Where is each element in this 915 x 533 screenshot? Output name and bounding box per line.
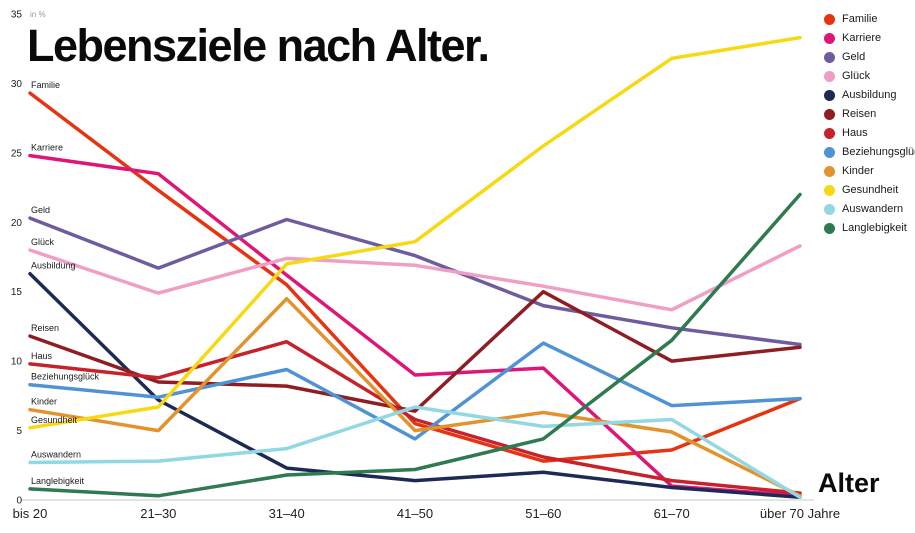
y-tick-label: 20 — [11, 218, 23, 229]
series-line-beziehungsglück — [28, 341, 802, 441]
series-start-label-geld: Geld — [31, 205, 50, 215]
legend-swatch-icon — [824, 128, 835, 139]
legend-swatch-icon — [824, 204, 835, 215]
legend-label: Kinder — [842, 165, 874, 177]
legend-label: Gesundheit — [842, 184, 899, 196]
series-line-glück — [28, 244, 802, 312]
legend-item-reisen: Reisen — [824, 109, 915, 120]
legend-swatch-icon — [824, 147, 835, 158]
legend-swatch-icon — [824, 52, 835, 63]
legend-label: Ausbildung — [842, 89, 897, 101]
legend-swatch-icon — [824, 223, 835, 234]
legend-item-geld: Geld — [824, 52, 915, 63]
legend-label: Beziehungsglück — [842, 146, 915, 158]
series-line-ausbildung — [28, 271, 802, 499]
series-start-label-langlebigkeit: Langlebigkeit — [31, 476, 85, 486]
y-tick-label: 35 — [11, 10, 23, 21]
legend: Familie Karriere Geld Glück Ausbildung Reisen… — [824, 14, 915, 234]
y-tick-label: 0 — [16, 496, 22, 507]
y-tick-label: 10 — [11, 357, 23, 368]
series-line-reisen — [28, 289, 802, 413]
series-start-label-reisen: Reisen — [31, 323, 59, 333]
x-tick-label: 61–70 — [654, 506, 690, 521]
legend-label: Karriere — [842, 32, 882, 44]
x-tick-label: 51–60 — [525, 506, 561, 521]
legend-swatch-icon — [824, 166, 835, 177]
series-start-label-karriere: Karriere — [31, 143, 63, 153]
legend-item-langlebigkeit: Langlebigkeit — [824, 223, 915, 234]
legend-item-kinder: Kinder — [824, 166, 915, 177]
y-tick-label: 30 — [11, 79, 23, 90]
x-tick-label: bis 20 — [13, 506, 48, 521]
legend-item-ausbildung: Ausbildung — [824, 90, 915, 101]
legend-item-haus: Haus — [824, 128, 915, 139]
y-axis-unit-label: in % — [30, 10, 46, 19]
legend-label: Langlebigkeit — [842, 222, 907, 234]
legend-label: Familie — [842, 13, 878, 25]
series-start-label-kinder: Kinder — [31, 397, 57, 407]
series-line-haus — [28, 339, 802, 495]
x-tick-label: über 70 Jahre — [760, 506, 840, 521]
legend-swatch-icon — [824, 33, 835, 44]
legend-item-familie: Familie — [824, 14, 915, 25]
series-start-label-auswandern: Auswandern — [31, 450, 81, 460]
x-tick-label: 41–50 — [397, 506, 433, 521]
series-start-label-familie: Familie — [31, 80, 60, 90]
series-line-gesundheit — [28, 35, 802, 430]
legend-item-beziehungsglück: Beziehungsglück — [824, 147, 915, 158]
legend-swatch-icon — [824, 14, 835, 25]
legend-item-auswandern: Auswandern — [824, 204, 915, 215]
series-line-familie — [28, 91, 802, 463]
legend-swatch-icon — [824, 185, 835, 196]
series-start-label-glück: Glück — [31, 237, 55, 247]
series-line-geld — [28, 216, 802, 347]
x-tick-label: 31–40 — [269, 506, 305, 521]
page-title: Lebensziele nach Alter. — [27, 20, 490, 71]
series-start-label-haus: Haus — [31, 351, 53, 361]
legend-label: Auswandern — [842, 203, 904, 215]
legend-label: Glück — [842, 70, 871, 82]
legend-label: Reisen — [842, 108, 877, 120]
series-line-kinder — [28, 296, 802, 498]
legend-swatch-icon — [824, 109, 835, 120]
legend-label: Geld — [842, 51, 866, 63]
y-tick-label: 25 — [11, 148, 23, 159]
legend-label: Haus — [842, 127, 868, 139]
series-start-label-ausbildung: Ausbildung — [31, 261, 76, 271]
series-line-langlebigkeit — [28, 192, 802, 498]
x-axis-title: Alter — [818, 468, 880, 498]
legend-item-gesundheit: Gesundheit — [824, 185, 915, 196]
legend-item-glück: Glück — [824, 71, 915, 82]
y-tick-label: 5 — [16, 426, 22, 437]
series-start-label-beziehungsglück: Beziehungsglück — [31, 372, 100, 382]
legend-item-karriere: Karriere — [824, 33, 915, 44]
y-tick-label: 15 — [11, 287, 23, 298]
legend-swatch-icon — [824, 71, 835, 82]
x-tick-label: 21–30 — [140, 506, 176, 521]
series-line-auswandern — [28, 405, 802, 499]
legend-swatch-icon — [824, 90, 835, 101]
series-start-label-gesundheit: Gesundheit — [31, 415, 78, 425]
